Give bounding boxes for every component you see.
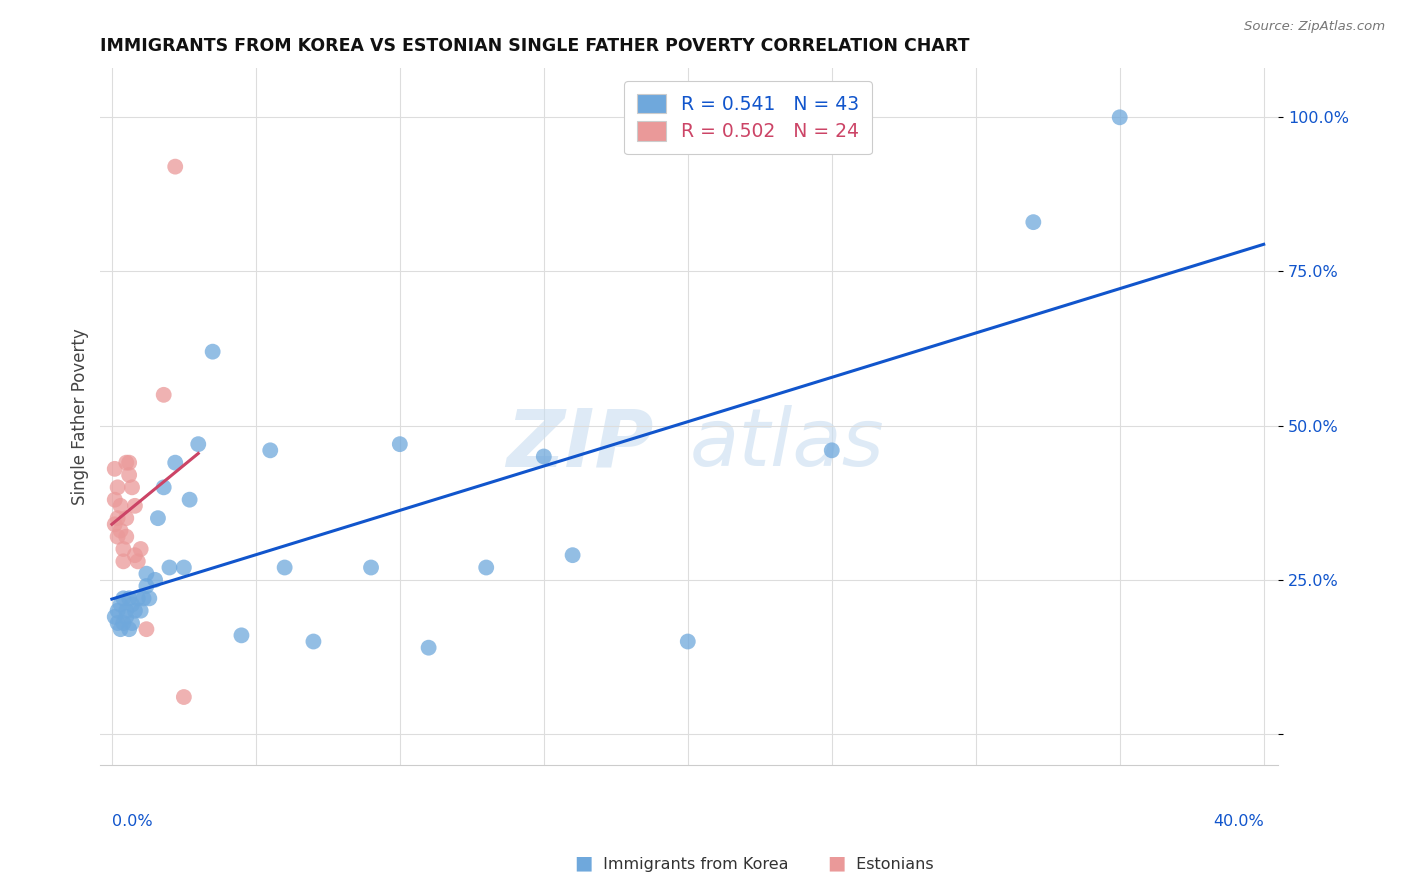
Text: 0.0%: 0.0% xyxy=(112,814,152,829)
Point xyxy=(115,604,138,618)
Point xyxy=(821,443,844,458)
Point xyxy=(107,615,129,630)
Point xyxy=(1108,111,1130,125)
Point xyxy=(112,615,135,630)
Point xyxy=(302,634,325,648)
Point xyxy=(561,548,583,562)
Point xyxy=(129,541,152,556)
Point xyxy=(115,456,138,470)
Text: ■: ■ xyxy=(827,854,846,872)
Y-axis label: Single Father Poverty: Single Father Poverty xyxy=(72,328,89,505)
Point xyxy=(135,579,157,593)
Point xyxy=(110,499,132,513)
Point xyxy=(118,468,141,483)
Point xyxy=(112,554,135,568)
Point xyxy=(107,604,129,618)
Text: Immigrants from Korea: Immigrants from Korea xyxy=(598,857,787,872)
Point xyxy=(173,690,195,704)
Point xyxy=(388,437,411,451)
Text: IMMIGRANTS FROM KOREA VS ESTONIAN SINGLE FATHER POVERTY CORRELATION CHART: IMMIGRANTS FROM KOREA VS ESTONIAN SINGLE… xyxy=(100,37,970,55)
Point xyxy=(124,548,146,562)
Point xyxy=(533,450,555,464)
Point xyxy=(124,499,146,513)
Point xyxy=(104,492,127,507)
Point xyxy=(159,560,181,574)
Point xyxy=(118,622,141,636)
Text: ■: ■ xyxy=(574,854,593,872)
Point xyxy=(129,604,152,618)
Point xyxy=(127,591,149,606)
Point xyxy=(418,640,440,655)
Point xyxy=(104,462,127,476)
Text: ZIP: ZIP xyxy=(506,405,654,483)
Point xyxy=(360,560,382,574)
Point xyxy=(124,604,146,618)
Point xyxy=(121,598,143,612)
Point xyxy=(1022,215,1045,229)
Point xyxy=(112,541,135,556)
Point xyxy=(132,591,155,606)
Point xyxy=(112,591,135,606)
Point xyxy=(121,480,143,494)
Point xyxy=(201,344,224,359)
Point xyxy=(104,610,127,624)
Point xyxy=(187,437,209,451)
Point xyxy=(118,591,141,606)
Point xyxy=(110,598,132,612)
Point xyxy=(115,610,138,624)
Point xyxy=(135,566,157,581)
Point xyxy=(146,511,169,525)
Text: Source: ZipAtlas.com: Source: ZipAtlas.com xyxy=(1244,20,1385,33)
Text: atlas: atlas xyxy=(689,405,884,483)
Point xyxy=(127,554,149,568)
Text: Estonians: Estonians xyxy=(851,857,934,872)
Point xyxy=(115,511,138,525)
Point xyxy=(121,615,143,630)
Point xyxy=(143,573,166,587)
Point xyxy=(110,524,132,538)
Point xyxy=(179,492,201,507)
Legend: R = 0.541   N = 43, R = 0.502   N = 24: R = 0.541 N = 43, R = 0.502 N = 24 xyxy=(624,81,872,154)
Text: 40.0%: 40.0% xyxy=(1213,814,1264,829)
Point xyxy=(152,388,174,402)
Point xyxy=(107,480,129,494)
Point xyxy=(135,622,157,636)
Point xyxy=(676,634,699,648)
Point xyxy=(115,530,138,544)
Point xyxy=(118,456,141,470)
Point xyxy=(152,480,174,494)
Point xyxy=(165,456,187,470)
Point xyxy=(173,560,195,574)
Point xyxy=(165,160,187,174)
Point xyxy=(475,560,498,574)
Point xyxy=(104,517,127,532)
Point xyxy=(259,443,281,458)
Point xyxy=(273,560,295,574)
Point xyxy=(110,622,132,636)
Point xyxy=(107,530,129,544)
Point xyxy=(138,591,160,606)
Point xyxy=(231,628,253,642)
Point xyxy=(107,511,129,525)
